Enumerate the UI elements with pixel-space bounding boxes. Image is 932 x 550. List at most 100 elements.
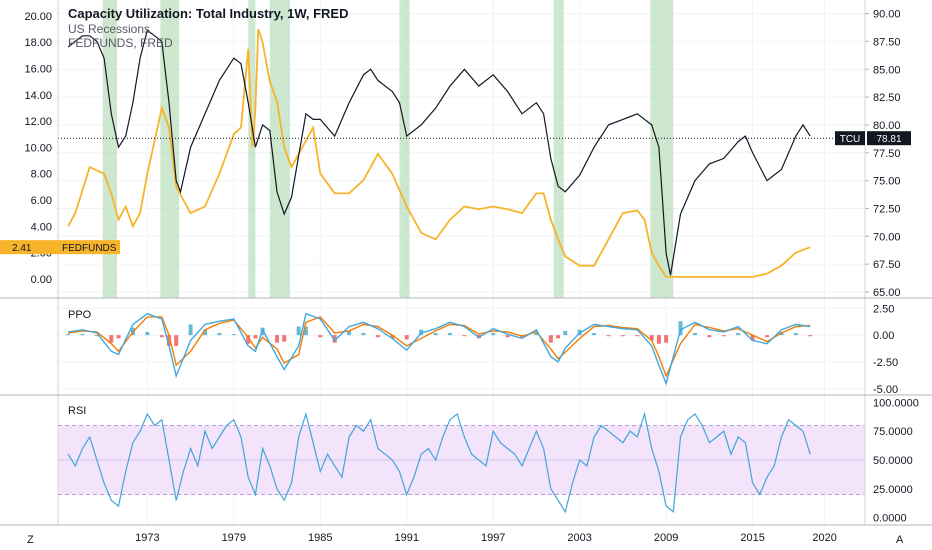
recession-band [160,0,180,298]
ppo-histogram-bar [231,334,236,336]
right-tick-label: 87.50 [873,36,901,48]
corner-label-left[interactable]: Z [27,534,34,546]
ppo-histogram-bar [159,335,164,338]
ppo-histogram-bar [592,333,597,336]
right-tick-label: 77.50 [873,148,901,160]
ppo-histogram-bar [707,335,712,338]
left-tick-label: 8.00 [31,169,52,181]
ppo-histogram-bar [246,335,251,344]
left-tick-label: 4.00 [31,221,52,233]
ppo-histogram-bar [332,335,337,343]
ppo-histogram-bar [563,330,568,336]
ppo-histogram-bar [462,335,467,337]
right-tick-label: 82.50 [873,92,901,104]
x-tick-label: 2003 [567,532,591,544]
left-tick-label: 12.00 [24,116,52,128]
recession-band [553,0,564,298]
right-tick-label: 65.00 [873,287,901,299]
ppo-histogram-bar [318,335,323,338]
recession-band [399,0,410,298]
ppo-histogram-bar [66,334,71,336]
ppo-tick-label: -5.00 [873,384,898,396]
rsi-tick-label: 50.0000 [873,455,913,467]
ppo-histogram-bar [116,335,121,339]
ppo-histogram-bar [296,326,301,336]
ppo-histogram-bar [109,335,114,343]
rsi-pane [58,411,865,514]
ppo-histogram-bar [94,335,99,337]
tcu-last-value: 78.81 [876,134,901,145]
right-tick-label: 72.50 [873,203,901,215]
rsi-label: RSI [68,405,86,417]
ppo-histogram-bar [793,333,798,336]
ppo-histogram-bar [361,333,366,336]
left-tick-label: 20.00 [24,11,52,23]
ppo-histogram-bar [145,331,150,336]
ppo-histogram-bar [202,329,207,336]
tcu-series-tag [835,131,865,146]
right-tick-label: 90.00 [873,9,901,21]
ppo-histogram-bar [80,334,85,336]
x-tick-label: 1997 [481,532,505,544]
ppo-histogram-bar [275,335,280,343]
x-tick-label: 1979 [222,532,246,544]
fedfunds-last-value: 2.41 [12,243,32,254]
x-tick-label: 1991 [394,532,418,544]
x-tick-label: 1985 [308,532,332,544]
left-tick-label: 6.00 [31,195,52,207]
ppo-histogram-bar [635,335,640,337]
ppo-histogram-bar [656,335,661,344]
tcu-last-value-badge [867,131,911,146]
rsi-tick-label: 75.0000 [873,426,913,438]
corner-label-right[interactable]: A [896,534,904,546]
right-tick-label: 75.00 [873,176,901,188]
chart-title: Capacity Utilization: Total Industry, 1W… [68,6,348,21]
ppo-histogram-bar [736,333,741,336]
ppo-tick-label: -2.50 [873,357,898,369]
left-tick-label: 14.00 [24,90,52,102]
rsi-tick-label: 100.0000 [873,397,919,409]
ppo-histogram-bar [534,333,539,336]
ppo-label: PPO [68,309,92,321]
ppo-line [67,312,811,386]
left-tick-label: 18.00 [24,37,52,49]
main-series [58,28,865,278]
ppo-histogram-bar [664,335,669,343]
ppo-histogram-bar [390,335,395,339]
left-tick-label: 16.00 [24,63,52,75]
right-tick-label: 80.00 [873,120,901,132]
ppo-pane [66,312,813,386]
ppo-histogram-bar [303,326,308,336]
ppo-tick-label: 2.50 [873,303,894,315]
ppo-histogram-bar [174,335,179,346]
tcu-line [67,29,811,276]
ppo-histogram-bar [217,333,222,336]
ppo-histogram-bar [347,330,352,336]
tcu-series-name: TCU [840,134,861,145]
rsi-line [67,411,811,514]
rsi-tick-label: 25.0000 [873,484,913,496]
legend-recessions: US Recessions [68,22,150,36]
recession-band [650,0,674,298]
recession-band [248,0,256,298]
ppo-histogram-bar [692,333,697,336]
ppo-tick-label: 0.00 [873,330,894,342]
recession-bands [102,0,674,298]
ppo-histogram-bar [404,335,409,340]
ppo-histogram-bar [282,335,287,342]
ppo-histogram-bar [750,335,755,341]
ppo-histogram-bar [253,335,258,339]
ppo-histogram-bar [649,335,654,341]
ppo-histogram-bar [620,335,625,337]
ppo-histogram-bar [188,324,193,336]
ppo-histogram-bar [765,335,770,338]
fedfunds-last-value-badge [0,240,120,255]
ppo-histogram-bar [505,335,510,338]
ppo-histogram-bar [447,333,452,336]
ppo-histogram-bar [678,321,683,336]
ppo-histogram-bar [556,335,561,339]
fedfunds-line [67,28,811,278]
right-tick-label: 85.00 [873,64,901,76]
